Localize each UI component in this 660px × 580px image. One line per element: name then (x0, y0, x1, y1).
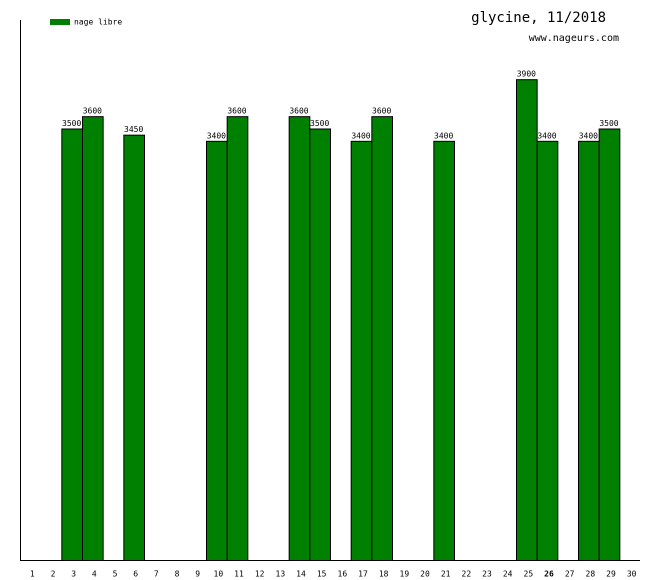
value-label: 3500 (62, 119, 81, 128)
x-tick-label: 30 (627, 570, 637, 579)
x-tick-label: 19 (400, 570, 410, 579)
x-tick-label: 9 (195, 570, 200, 579)
value-label: 3400 (434, 131, 453, 140)
x-tick-label: 15 (317, 570, 327, 579)
bar (433, 140, 456, 561)
value-label: 3600 (289, 107, 308, 116)
bar (516, 79, 538, 562)
bar (226, 116, 249, 561)
bar (598, 128, 621, 561)
x-tick-label: 8 (175, 570, 180, 579)
x-tick-label: 7 (154, 570, 159, 579)
x-tick-label: 17 (358, 570, 368, 579)
x-tick-label: 4 (92, 570, 97, 579)
x-tick-label: 20 (420, 570, 430, 579)
legend-swatch (50, 19, 70, 25)
value-label: 3400 (537, 131, 556, 140)
bar (309, 128, 332, 561)
value-label: 3400 (207, 131, 226, 140)
bar (536, 140, 559, 561)
legend-label: nage libre (74, 18, 122, 27)
x-tick-label: 29 (606, 570, 616, 579)
chart-title: glycine, 11/2018 (471, 10, 606, 26)
bar (123, 134, 146, 561)
x-tick-label: 12 (255, 570, 265, 579)
value-label: 3400 (579, 131, 598, 140)
x-tick-label: 11 (234, 570, 244, 579)
x-tick-label: 18 (379, 570, 389, 579)
x-tick-label: 28 (586, 570, 596, 579)
x-tick-label: 16 (338, 570, 348, 579)
x-tick-label: 21 (441, 570, 451, 579)
bar (371, 116, 394, 561)
bar (350, 140, 373, 561)
bar (61, 128, 83, 561)
value-label: 3500 (310, 119, 329, 128)
x-tick-label: 24 (503, 570, 513, 579)
x-tick-label: 23 (482, 570, 492, 579)
value-label: 3400 (351, 131, 370, 140)
x-tick-label: 25 (524, 570, 534, 579)
x-tick-label: 26 (544, 570, 554, 579)
x-tick-label: 10 (214, 570, 224, 579)
value-label: 3500 (599, 119, 618, 128)
bar (578, 140, 600, 561)
x-tick-label: 1 (30, 570, 35, 579)
x-tick-label: 5 (113, 570, 118, 579)
x-tick-label: 14 (296, 570, 306, 579)
chart-subtitle: www.nageurs.com (529, 33, 619, 44)
x-tick-label: 22 (462, 570, 472, 579)
bar (206, 140, 228, 561)
value-label: 3450 (124, 125, 143, 134)
bar (288, 116, 311, 561)
x-tick-label: 2 (51, 570, 56, 579)
value-label: 3600 (227, 107, 246, 116)
x-tick-label: 6 (133, 570, 138, 579)
x-tick-label: 13 (276, 570, 286, 579)
x-tick-label: 27 (565, 570, 575, 579)
value-label: 3600 (372, 107, 391, 116)
value-label: 3900 (517, 70, 536, 79)
bar (82, 116, 104, 561)
x-tick-label: 3 (71, 570, 76, 579)
value-label: 3600 (83, 107, 102, 116)
